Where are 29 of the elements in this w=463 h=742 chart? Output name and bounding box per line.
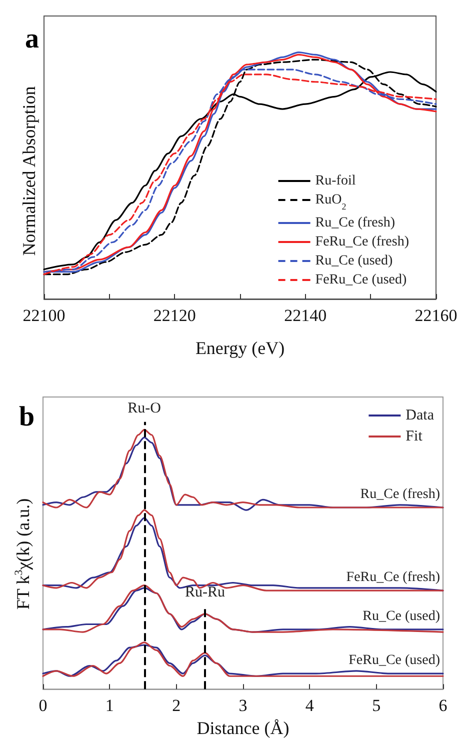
x-axis-title: Distance (Å) <box>196 718 290 738</box>
y-axis-title: Normalized Absorption <box>19 86 39 256</box>
legend-label: FeRu_Ce (used) <box>315 272 408 288</box>
x-axis-title: Energy (eV) <box>195 338 285 358</box>
annotation: Ru_Ce (fresh) <box>360 487 440 502</box>
ref-line-label: Ru-O <box>128 400 162 416</box>
ref-line-label: Ru-Ru <box>184 584 226 601</box>
legend-label: Ru-foil <box>315 174 356 188</box>
x-tick-label: 22140 <box>284 306 327 325</box>
legend-label: Data <box>406 408 434 424</box>
legend-label: Ru_Ce (used) <box>315 254 394 268</box>
x-tick-label: 4 <box>305 696 314 716</box>
legend-label: Ru_Ce (fresh) <box>315 216 396 230</box>
x-tick-label: 22120 <box>153 306 196 325</box>
chart-title: a <box>25 24 39 54</box>
legend-label: FeRu_Ce (fresh) <box>315 234 410 250</box>
x-tick-label: 1 <box>105 696 114 716</box>
annotation: FeRu_Ce (fresh) <box>346 570 440 586</box>
chart-title: b <box>19 402 35 432</box>
x-tick-label: 22100 <box>22 306 66 325</box>
x-tick-label: 0 <box>38 696 48 716</box>
annotation: FeRu_Ce (used) <box>348 653 440 668</box>
x-tick-label: 6 <box>438 696 448 716</box>
annotation: Ru_Ce (used) <box>362 608 440 624</box>
legend-label: Fit <box>406 428 424 444</box>
x-tick-label: 5 <box>372 696 381 716</box>
x-tick-label: 22160 <box>414 306 458 325</box>
x-tick-label: 3 <box>238 696 248 716</box>
x-tick-label: 2 <box>172 696 181 716</box>
